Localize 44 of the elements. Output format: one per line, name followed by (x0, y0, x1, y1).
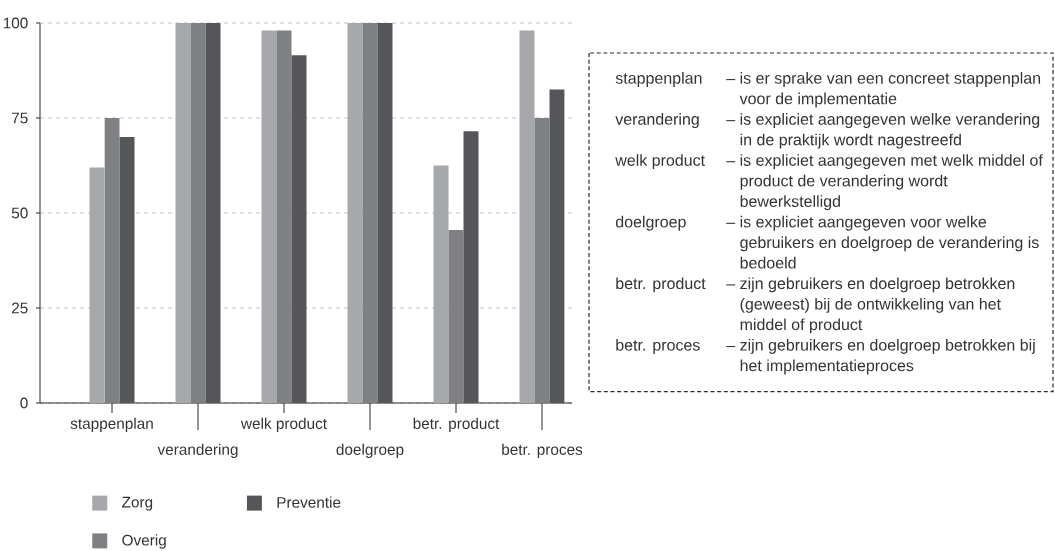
x-tick-label: welk product (240, 417, 327, 432)
bar (119, 137, 135, 403)
bar (377, 23, 393, 403)
bar (276, 30, 292, 403)
text: betr. product (616, 277, 706, 293)
text: – zijn gebruikers en doelgroep betrokken (geweest) bij de ontwikkeling van het middel of product (726, 277, 1015, 334)
text: – zijn gebruikers en doelgroep betrokken bij het implementatieproces (726, 338, 1035, 375)
bar (519, 30, 535, 403)
bar (433, 165, 449, 403)
y-tick-label: 0 (20, 397, 28, 409)
bar (104, 118, 120, 403)
x-tick-label: verandering (157, 443, 238, 458)
text: welk product (615, 154, 705, 170)
bar (205, 23, 221, 403)
y-tick-label: 50 (11, 207, 28, 219)
legend-label: Overig (122, 534, 166, 549)
bar (175, 23, 191, 403)
legend-label: Preventie (277, 496, 341, 508)
bar (362, 23, 378, 403)
y-tick-label: 100 (3, 17, 28, 29)
bar (347, 23, 363, 403)
x-tick-label: stappenplan (70, 417, 153, 432)
text: – is expliciet aangegeven welke verandering in de praktijk wordt nagestreefd (726, 113, 1040, 149)
text: – is expliciet aangegeven voor welke gebruikers en doelgroep de verandering is bedoeld (726, 215, 1039, 269)
text: doelgroep (615, 215, 686, 231)
legend-label: Zorg (122, 496, 153, 511)
y-tick-label: 25 (12, 302, 28, 314)
text: – is er sprake van een concreet stappenplan voor de implementatie (726, 72, 1041, 108)
bar (448, 230, 464, 403)
text: verandering (615, 113, 699, 129)
text: betr. proces (616, 338, 700, 354)
bar (291, 55, 307, 403)
bar (549, 89, 565, 403)
bar (534, 118, 550, 403)
bar (463, 131, 479, 403)
bar (89, 167, 105, 403)
x-tick-label: betr. product (413, 417, 500, 432)
text: stappenplan (615, 72, 702, 87)
y-tick-label: 75 (12, 112, 28, 124)
bar (261, 30, 277, 403)
bar (190, 23, 206, 403)
x-tick-label: doelgroep (336, 443, 404, 458)
text: – is expliciet aangegeven met welk middel of product de verandering wordt bewerkstelligd (726, 154, 1043, 211)
x-tick-label: betr. proces (502, 443, 583, 458)
